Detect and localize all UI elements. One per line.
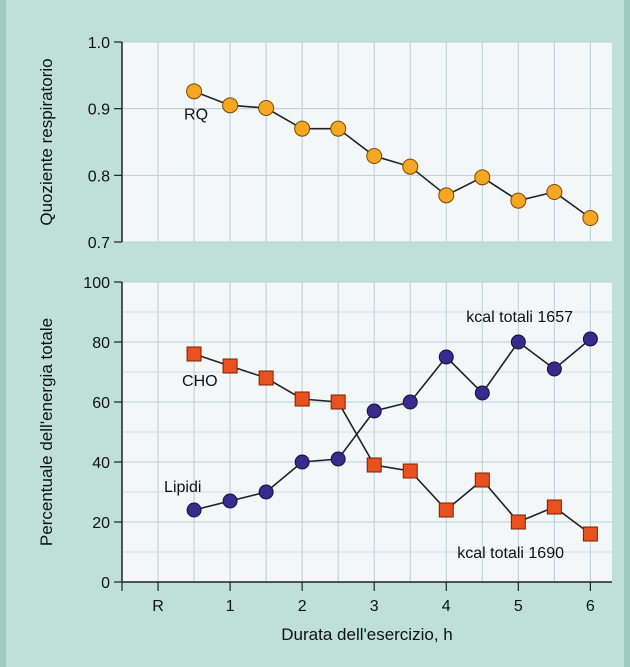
lipidi-point [474, 385, 490, 401]
rq-point [330, 120, 347, 137]
cho-point [186, 346, 202, 362]
x-tick-label: 4 [442, 598, 451, 615]
x-tick-label: 5 [514, 598, 523, 615]
cho-point [294, 391, 310, 407]
y-tick-label: 60 [92, 395, 110, 412]
x-tick-label: 2 [298, 598, 307, 615]
cho-point [258, 370, 274, 386]
x-tick-label: 6 [586, 598, 595, 615]
y-tick-label: 0.7 [88, 235, 110, 252]
y-tick-label: 1.0 [88, 35, 110, 52]
kcal-annotation-top: kcal totali 1657 [466, 309, 573, 326]
plot-area [122, 42, 612, 242]
y-tick-label: 0 [101, 575, 110, 592]
lipidi-series-label: Lipidi [164, 479, 201, 496]
y-tick-label: 0.9 [88, 102, 110, 119]
x-tick-label: R [152, 598, 164, 615]
cho-point [582, 526, 598, 542]
rq-point [366, 148, 383, 164]
cho-point [474, 472, 490, 488]
rq-point [438, 187, 455, 204]
y-axis-title: Quoziente respiratorio [37, 58, 56, 225]
y-tick-label: 100 [83, 275, 110, 292]
cho-point [546, 499, 562, 515]
rq-point [294, 120, 311, 137]
cho-point [510, 514, 526, 530]
rq-panel: 1.0 0.9 0.8 0.7 Quoziente respiratorio RQ [37, 35, 612, 252]
lipidi-point [402, 394, 418, 410]
lipidi-point [366, 403, 382, 419]
rq-point [582, 210, 599, 226]
cho-point [222, 358, 238, 374]
rq-point [474, 169, 491, 186]
rq-point [258, 100, 275, 116]
lipidi-point [330, 451, 346, 467]
cho-point [438, 502, 454, 518]
cho-point [402, 463, 418, 479]
rq-point [222, 97, 239, 114]
rq-point [186, 83, 203, 100]
rq-point [510, 192, 527, 209]
lipidi-point [546, 361, 562, 377]
x-tick-label: 1 [226, 598, 235, 615]
cho-point [366, 457, 382, 473]
rq-point [546, 184, 563, 200]
y-tick-label: 20 [92, 515, 110, 532]
y-tick-label: 0.8 [88, 168, 110, 185]
rq-series-label: RQ [184, 106, 208, 123]
x-axis-title: Durata dell'esercizio, h [281, 625, 452, 644]
chart-canvas: 1.0 0.9 0.8 0.7 Quoziente respiratorio RQ 0 20… [37, 35, 612, 644]
lipidi-point [186, 502, 202, 518]
lipidi-point [294, 454, 310, 470]
cho-point [330, 394, 346, 410]
lipidi-point [222, 493, 238, 509]
kcal-annotation-bottom: kcal totali 1690 [457, 545, 564, 562]
y-tick-label: 40 [92, 455, 110, 472]
x-tick-label: 3 [370, 598, 379, 615]
lipidi-point [510, 334, 526, 350]
y-axis-title: Percentuale dell'energia totale [37, 318, 56, 546]
lipidi-point [438, 349, 454, 365]
energy-panel: 0 20 40 60 80 100 R 1 2 3 4 5 6 Durata dell'esercizio… [37, 275, 612, 644]
cho-series-label: CHO [182, 373, 218, 390]
rq-point [402, 158, 419, 175]
lipidi-point [582, 331, 598, 347]
lipidi-point [258, 484, 274, 500]
y-tick-label: 80 [92, 335, 110, 352]
